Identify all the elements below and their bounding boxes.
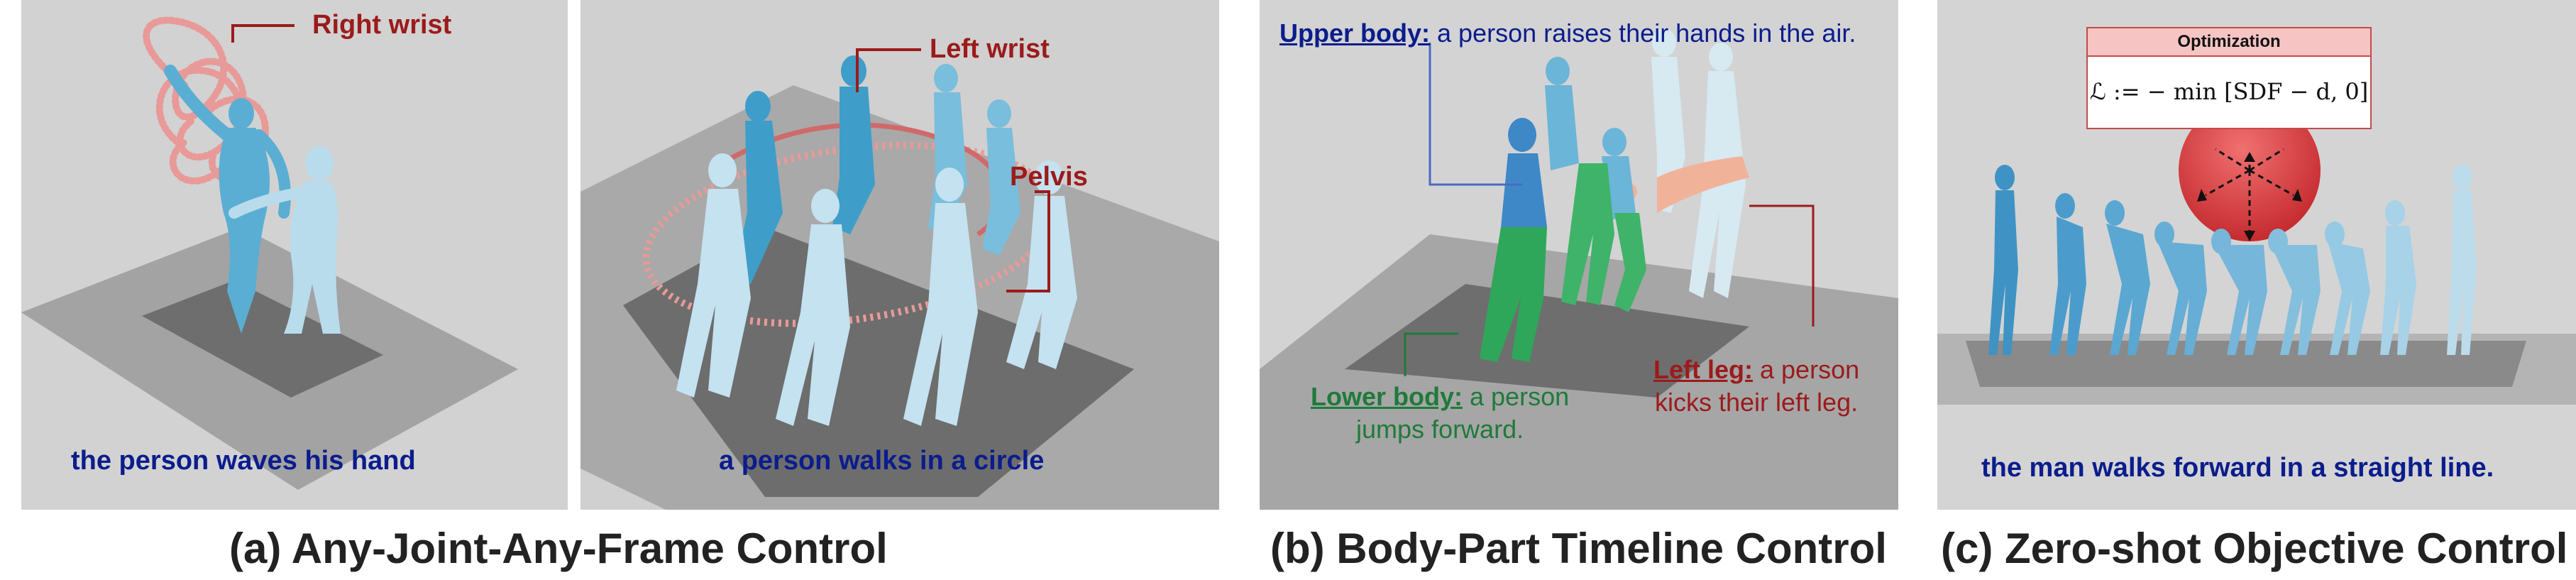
lower-body-text-1: a person — [1470, 382, 1570, 411]
left-leg-text-2: kicks their left leg. — [1655, 388, 1859, 417]
prompt-walks-straight: the man walks forward in a straight line… — [1981, 453, 2494, 483]
optimization-box: Optimization ℒ := − min [SDF − d, 0] — [2086, 27, 2372, 129]
panel-a-left-scene — [21, 16, 518, 490]
panel-c-scene — [1937, 99, 2576, 405]
prompt-waves-hand: the person waves his hand — [71, 446, 416, 476]
left-leg-annotation: Left leg: a person kicks their left leg. — [1653, 354, 1859, 419]
timeline-figures — [1480, 28, 1749, 362]
panel-a-left: Right wrist the person waves his hand — [21, 0, 568, 510]
prompt-walks-circle: a person walks in a circle — [719, 446, 1045, 476]
lower-body-leader — [1404, 332, 1458, 376]
label-pelvis: Pelvis — [1010, 162, 1088, 192]
sdf-arrows — [2205, 148, 2294, 234]
optimization-formula: ℒ := − min [SDF − d, 0] — [2089, 78, 2369, 105]
floor-shadow — [623, 227, 1134, 497]
upper-body-tag: Upper body: — [1279, 18, 1430, 48]
caption-b: (b) Body-Part Timeline Control — [1270, 525, 1887, 572]
left-leg-leader — [1749, 204, 1815, 327]
lower-body-tag: Lower body: — [1311, 382, 1463, 411]
caption-c: (c) Zero-shot Objective Control — [1941, 525, 2568, 572]
right-wrist-leader — [231, 24, 295, 43]
upper-body-text: a person raises their hands in the air. — [1437, 18, 1856, 48]
panel-b: Upper body: a person raises their hands … — [1260, 0, 1898, 510]
floor-shadow — [1345, 284, 1749, 398]
left-leg-text-1: a person — [1760, 355, 1860, 384]
lower-body-annotation: Lower body: a person jumps forward. — [1311, 381, 1569, 446]
panel-a-right: Left wrist Pelvis a person walks in a ci… — [580, 0, 1219, 510]
label-left-wrist: Left wrist — [930, 34, 1050, 64]
lower-body-text-2: jumps forward. — [1356, 415, 1524, 444]
walking-figures — [676, 55, 1077, 426]
left-wrist-leader — [856, 48, 921, 92]
panel-a-right-scene — [580, 48, 1219, 510]
pelvis-leader — [1006, 190, 1050, 292]
sdf-arrowheads — [2197, 152, 2302, 241]
crouch-walk-figures — [1988, 165, 2477, 355]
left-leg-tag: Left leg: — [1653, 355, 1753, 384]
panel-c: Optimization ℒ := − min [SDF − d, 0] the… — [1937, 0, 2576, 510]
waving-figure — [164, 65, 341, 334]
label-right-wrist: Right wrist — [312, 10, 452, 40]
upper-body-annotation: Upper body: a person raises their hands … — [1279, 18, 1856, 48]
upper-body-leader — [1429, 43, 1522, 186]
panel-b-scene — [1260, 28, 1898, 510]
floor-shadow — [142, 280, 383, 398]
optimization-title: Optimization — [2088, 28, 2370, 57]
caption-a: (a) Any-Joint-Any-Frame Control — [229, 525, 888, 572]
